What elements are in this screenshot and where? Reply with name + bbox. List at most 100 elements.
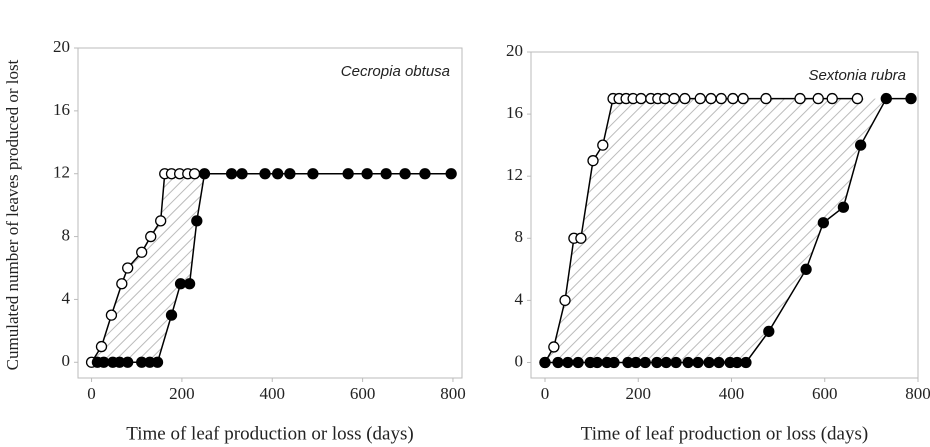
data-point [679, 92, 691, 105]
data-point [713, 356, 725, 369]
x-tick-label: 800 [905, 384, 930, 403]
data-point [794, 92, 806, 105]
data-point [737, 92, 749, 105]
data-point [905, 92, 917, 105]
y-axis-label: Cumulated number of leaves produced or l… [3, 59, 22, 370]
x-tick-label: 0 [87, 384, 96, 403]
y-tick-label: 20 [53, 37, 70, 56]
y-tick-label: 0 [515, 351, 524, 370]
x-tick-label: 200 [625, 384, 651, 403]
hatched-area [91, 173, 452, 363]
data-point [608, 356, 620, 369]
data-point [630, 356, 642, 369]
data-point [837, 201, 850, 213]
data-point [854, 139, 867, 151]
data-point [122, 356, 134, 368]
x-tick-label: 600 [812, 384, 838, 403]
data-point [191, 215, 203, 227]
data-point [272, 168, 284, 180]
data-point [812, 92, 824, 105]
data-point [760, 92, 772, 105]
data-point [236, 168, 248, 180]
data-point [198, 168, 211, 180]
x-tick-label: 600 [350, 384, 376, 403]
data-point [715, 92, 727, 105]
annotation: Sextonia rubra [808, 67, 906, 84]
x-tick-label: 800 [440, 384, 466, 403]
data-point [116, 278, 128, 290]
data-point [694, 92, 706, 105]
data-point [136, 246, 148, 258]
data-point [800, 263, 812, 275]
data-point [122, 262, 134, 274]
data-point [668, 92, 680, 105]
data-point [635, 92, 647, 105]
y-tick-label: 4 [515, 289, 524, 308]
y-tick-label: 8 [62, 225, 71, 244]
y-tick-label: 8 [515, 227, 524, 246]
y-tick-label: 4 [62, 288, 71, 307]
data-point [105, 309, 118, 321]
data-point [880, 92, 892, 105]
data-point [445, 168, 457, 180]
data-point [597, 139, 609, 151]
data-point [155, 215, 167, 227]
data-point [591, 356, 603, 369]
data-point [95, 340, 108, 353]
data-point [552, 356, 564, 369]
data-point [380, 168, 392, 180]
data-point [548, 341, 560, 353]
x-tick-label: 0 [541, 384, 550, 403]
y-tick-label: 20 [506, 41, 523, 60]
y-tick-label: 12 [53, 163, 70, 182]
data-point [562, 356, 574, 369]
data-point [692, 356, 704, 369]
plot-frame [77, 47, 463, 379]
x-axis-label: Time of leaf production or loss (days) [581, 423, 868, 444]
annotation: Cecropia obtusa [341, 63, 450, 80]
data-point [670, 356, 682, 369]
y-tick-label: 16 [53, 100, 70, 119]
data-point [703, 356, 715, 369]
data-point [572, 356, 584, 369]
data-point [705, 92, 717, 105]
y-tick-label: 12 [506, 165, 523, 184]
x-tick-label: 200 [169, 384, 195, 403]
data-point [639, 356, 651, 369]
data-point [575, 232, 587, 244]
data-point [682, 356, 694, 369]
x-tick-label: 400 [719, 384, 745, 403]
x-axis-label: Time of leaf production or loss (days) [126, 423, 413, 444]
data-point [165, 309, 178, 321]
data-point [587, 155, 599, 167]
data-point [307, 168, 319, 180]
x-tick-label: 400 [260, 384, 286, 403]
data-point [419, 168, 431, 180]
data-point [225, 168, 238, 180]
data-point [399, 168, 411, 180]
data-point [183, 278, 196, 290]
data-point [727, 92, 739, 105]
data-point [145, 230, 157, 243]
data-point [659, 92, 671, 105]
data-point [284, 168, 296, 180]
y-tick-label: 16 [506, 103, 523, 122]
hatched-area [544, 98, 912, 363]
data-point [660, 356, 672, 369]
data-point [763, 325, 775, 338]
data-point [851, 92, 864, 105]
data-point [651, 356, 663, 369]
y-tick-label: 0 [62, 351, 71, 370]
plot-frame [530, 51, 919, 379]
data-point [539, 356, 551, 369]
data-point [342, 168, 354, 180]
data-point [559, 294, 571, 307]
data-point [188, 168, 201, 180]
data-point [740, 356, 752, 369]
data-point [817, 217, 829, 229]
data-point [826, 92, 838, 105]
data-point [361, 168, 373, 180]
data-point [259, 168, 271, 180]
data-point [151, 356, 164, 368]
